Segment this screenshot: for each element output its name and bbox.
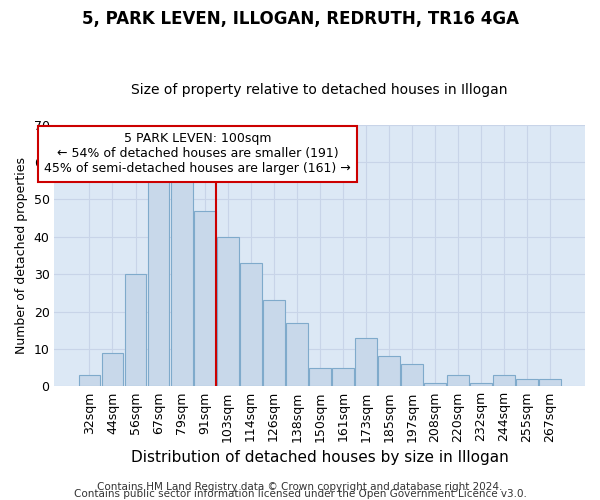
Bar <box>539 379 561 386</box>
Bar <box>309 368 331 386</box>
Text: Contains HM Land Registry data © Crown copyright and database right 2024.: Contains HM Land Registry data © Crown c… <box>97 482 503 492</box>
Bar <box>332 368 353 386</box>
Bar <box>148 177 169 386</box>
Bar <box>170 173 193 386</box>
Bar <box>217 236 239 386</box>
Text: Contains public sector information licensed under the Open Government Licence v3: Contains public sector information licen… <box>74 489 526 499</box>
Bar <box>263 300 284 386</box>
Bar <box>125 274 146 386</box>
Bar <box>401 364 423 386</box>
Y-axis label: Number of detached properties: Number of detached properties <box>15 157 28 354</box>
Bar <box>470 382 492 386</box>
Bar <box>447 375 469 386</box>
Bar <box>424 382 446 386</box>
Bar <box>516 379 538 386</box>
Bar <box>79 375 100 386</box>
Text: 5 PARK LEVEN: 100sqm
← 54% of detached houses are smaller (191)
45% of semi-deta: 5 PARK LEVEN: 100sqm ← 54% of detached h… <box>44 132 351 176</box>
Bar <box>286 322 308 386</box>
Bar <box>101 352 124 386</box>
Bar <box>378 356 400 386</box>
Bar <box>355 338 377 386</box>
X-axis label: Distribution of detached houses by size in Illogan: Distribution of detached houses by size … <box>131 450 509 465</box>
Title: Size of property relative to detached houses in Illogan: Size of property relative to detached ho… <box>131 83 508 97</box>
Text: 5, PARK LEVEN, ILLOGAN, REDRUTH, TR16 4GA: 5, PARK LEVEN, ILLOGAN, REDRUTH, TR16 4G… <box>82 10 518 28</box>
Bar <box>493 375 515 386</box>
Bar <box>194 210 215 386</box>
Bar <box>240 263 262 386</box>
